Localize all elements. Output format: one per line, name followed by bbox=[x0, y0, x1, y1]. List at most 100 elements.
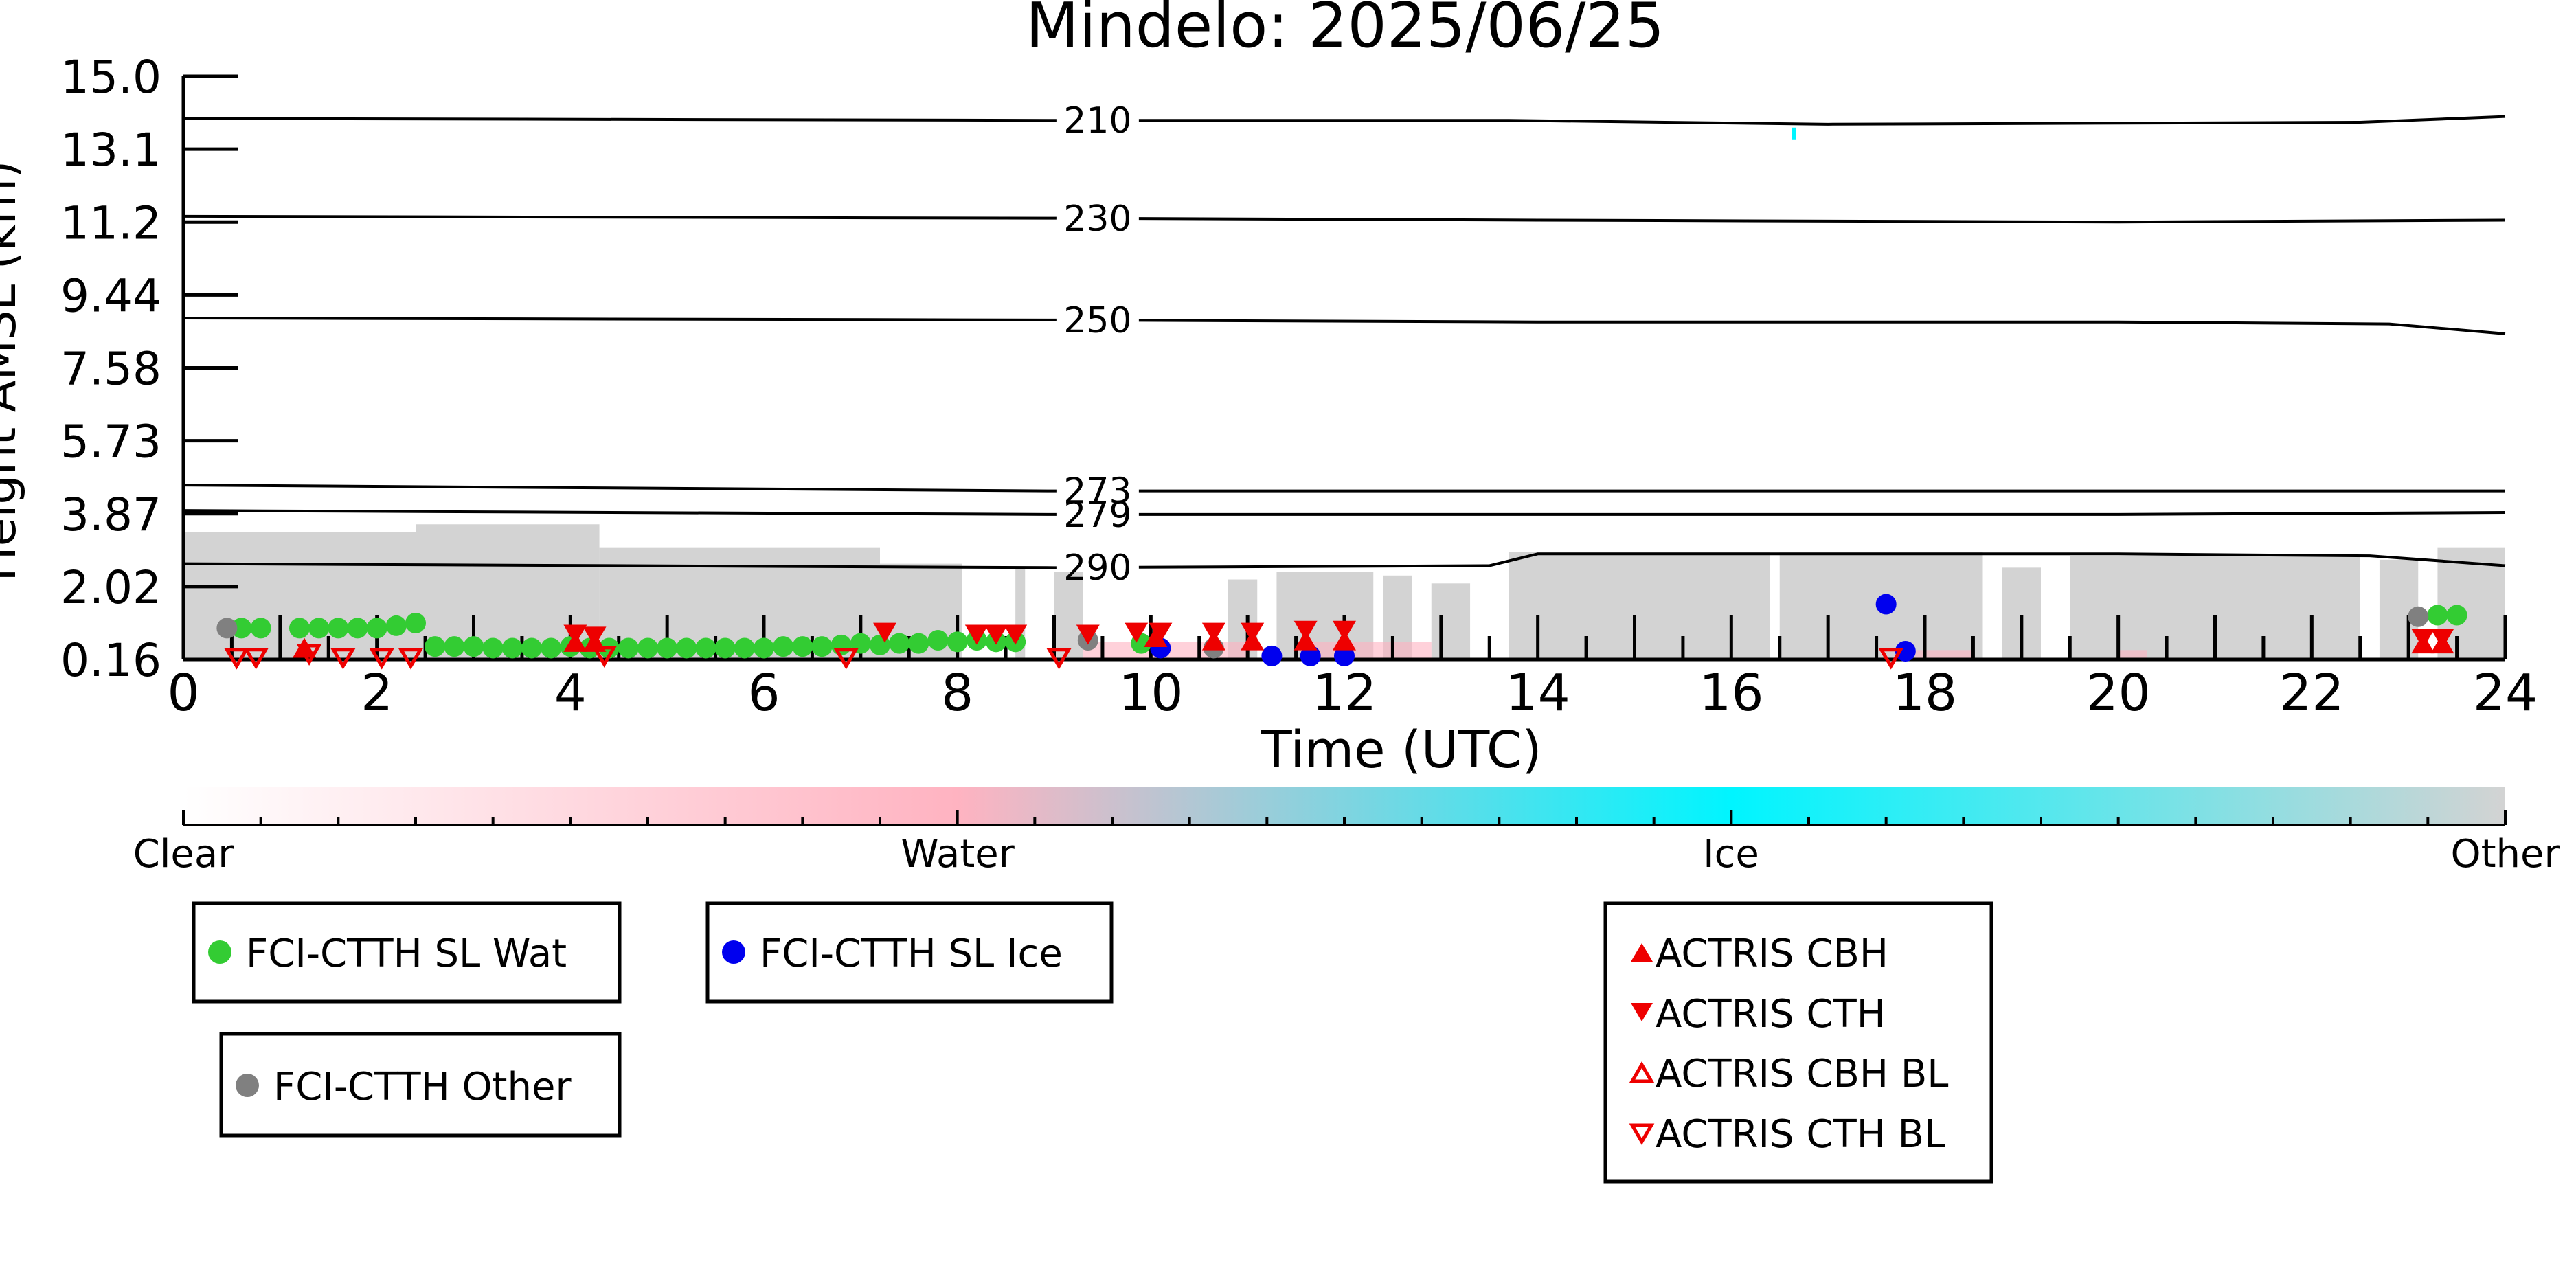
isotherm-line bbox=[183, 484, 1057, 493]
legend-actris: ACTRIS CBH ACTRIS CTH ACTRIS CBH BL ACTR… bbox=[1603, 901, 1993, 1184]
legend-marker-triangle-down bbox=[1631, 1003, 1653, 1021]
data-point-triangle-down bbox=[583, 626, 607, 647]
data-point-circle bbox=[831, 634, 852, 655]
legend-entry-label: ACTRIS CTH BL bbox=[1656, 1112, 1945, 1157]
cloud-mask-other-segment bbox=[1509, 552, 1770, 659]
data-point-circle bbox=[1895, 641, 1916, 662]
data-point-circle bbox=[754, 637, 774, 659]
data-point-triangle-down-open bbox=[369, 648, 395, 670]
data-point-triangle-down-open bbox=[243, 648, 269, 670]
data-point-triangle-up bbox=[1144, 627, 1168, 648]
data-point-circle bbox=[2408, 606, 2429, 627]
data-point-triangle-down-open bbox=[330, 648, 356, 670]
data-point-circle bbox=[792, 636, 813, 657]
colorbar-label-clear: Clear bbox=[133, 832, 234, 877]
colorbar-label-other: Other bbox=[2450, 832, 2560, 877]
cloud-mask-other-segment bbox=[183, 532, 416, 659]
y-tick-label: 13.1 bbox=[60, 124, 161, 177]
y-tick-label: 3.87 bbox=[60, 488, 161, 541]
data-point-circle bbox=[695, 637, 716, 659]
cloud-phase-colorbar: Clear Water Ice Other bbox=[133, 787, 2560, 877]
data-point-triangle-down bbox=[873, 622, 897, 643]
data-point-circle bbox=[231, 618, 252, 639]
data-point-circle bbox=[1334, 645, 1355, 666]
data-point-circle bbox=[947, 631, 968, 653]
isotherm-label: 250 bbox=[1063, 300, 1131, 341]
cloud-mask-other-segment bbox=[1431, 583, 1471, 659]
legend-fci-other: FCI-CTTH Other bbox=[219, 1032, 622, 1138]
data-point-circle bbox=[308, 618, 330, 639]
colorbar-label-water: Water bbox=[901, 832, 1015, 877]
data-point-triangle-down bbox=[1201, 622, 1225, 643]
isotherm-label: 210 bbox=[1063, 100, 1131, 142]
isotherm-line bbox=[1138, 511, 2506, 516]
data-point-circle bbox=[1300, 645, 1321, 666]
data-point-triangle-down bbox=[1004, 624, 1028, 645]
data-point-circle bbox=[501, 637, 523, 659]
data-point-triangle-down-open bbox=[224, 648, 249, 670]
data-point-triangle-up bbox=[293, 637, 317, 658]
isotherm-label: 290 bbox=[1063, 547, 1131, 589]
data-point-triangle-down-open bbox=[1878, 648, 1904, 670]
data-point-circle bbox=[444, 636, 465, 657]
data-point-circle bbox=[366, 618, 387, 639]
data-point-circle bbox=[405, 612, 426, 633]
y-tick-label: 2.02 bbox=[60, 561, 161, 614]
data-point-triangle-down bbox=[1076, 624, 1100, 645]
data-point-triangle-down-open bbox=[398, 648, 424, 670]
colorbar-label-ice: Ice bbox=[1703, 832, 1759, 877]
data-point-circle bbox=[250, 618, 271, 639]
data-markers bbox=[216, 594, 2467, 670]
data-point-circle bbox=[927, 630, 949, 651]
data-point-triangle-down bbox=[1241, 622, 1265, 643]
data-point-circle bbox=[637, 637, 658, 659]
x-tick-label: 10 bbox=[1118, 664, 1183, 723]
y-axis-label: Height AMSL (km) bbox=[0, 161, 27, 582]
isotherm-line bbox=[1138, 552, 2506, 569]
x-tick-label: 6 bbox=[747, 664, 780, 723]
data-point-circle bbox=[482, 637, 504, 659]
data-point-triangle-down bbox=[2430, 629, 2454, 649]
cloud-mask-other-segment bbox=[2437, 547, 2505, 659]
y-tick-label: 5.73 bbox=[60, 416, 161, 468]
y-tick-label: 11.2 bbox=[60, 196, 161, 249]
data-point-triangle-down bbox=[2411, 629, 2435, 649]
x-axis-label: Time (UTC) bbox=[1260, 721, 1541, 780]
data-point-triangle-down bbox=[984, 624, 1008, 645]
data-point-circle bbox=[734, 637, 755, 659]
legend-fci-ice: FCI-CTTH SL Ice bbox=[705, 901, 1114, 1004]
data-point-circle bbox=[1261, 645, 1283, 666]
legend-marker-triangle-down-open bbox=[1629, 1123, 1655, 1145]
data-point-triangle-down bbox=[1293, 620, 1318, 641]
data-point-circle bbox=[1875, 594, 1897, 615]
data-point-circle bbox=[216, 618, 238, 639]
data-point-triangle-down-open bbox=[833, 648, 859, 670]
x-tick-label: 8 bbox=[941, 664, 973, 723]
legend-marker-gray-circle bbox=[236, 1074, 259, 1097]
isotherm-label: 230 bbox=[1063, 199, 1131, 240]
data-point-circle bbox=[657, 637, 678, 659]
data-point-circle bbox=[328, 618, 349, 639]
legend-entry-label: ACTRIS CBH bbox=[1656, 931, 1888, 976]
data-point-triangle-down-open bbox=[591, 646, 617, 668]
data-point-circle bbox=[385, 615, 407, 636]
isotherm-label: 279 bbox=[1063, 495, 1131, 536]
data-point-circle bbox=[289, 618, 310, 639]
legend-marker-triangle-up-open bbox=[1629, 1061, 1655, 1083]
data-point-triangle-down bbox=[1125, 622, 1149, 643]
isotherm-line bbox=[183, 317, 1057, 321]
data-point-circle bbox=[541, 637, 562, 659]
data-point-circle bbox=[676, 637, 697, 659]
data-point-triangle-down-open bbox=[1046, 648, 1072, 670]
data-point-triangle-down bbox=[1149, 622, 1173, 643]
cloud-mask-water-segment bbox=[1914, 650, 1974, 659]
cloud-mask-other-segment bbox=[1054, 572, 1083, 659]
legend-box bbox=[192, 901, 622, 1004]
y-tick-label: 7.58 bbox=[60, 343, 161, 396]
x-tick-label: 18 bbox=[1893, 664, 1957, 723]
legend-box bbox=[1603, 901, 1993, 1184]
data-point-circle bbox=[347, 618, 368, 639]
isotherm-line bbox=[1138, 115, 2506, 126]
data-point-circle bbox=[773, 636, 794, 657]
